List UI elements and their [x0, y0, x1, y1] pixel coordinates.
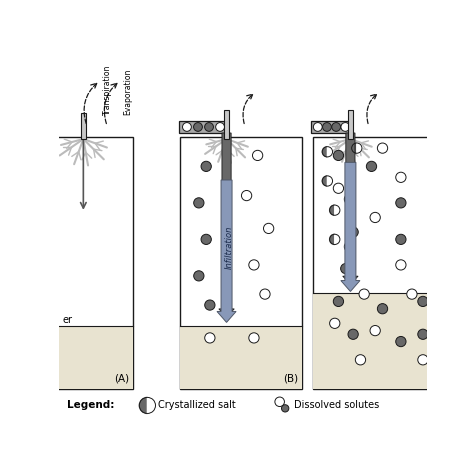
Wedge shape — [357, 143, 362, 153]
Wedge shape — [328, 146, 333, 157]
Circle shape — [282, 405, 289, 412]
Text: Transpiration: Transpiration — [103, 65, 112, 115]
Wedge shape — [328, 176, 333, 186]
Circle shape — [241, 191, 252, 201]
Circle shape — [193, 123, 202, 131]
Circle shape — [194, 198, 204, 208]
Bar — [313, 293, 452, 389]
Circle shape — [333, 296, 344, 307]
Circle shape — [249, 333, 259, 343]
Circle shape — [396, 234, 406, 245]
Circle shape — [359, 289, 369, 299]
Text: (A): (A) — [114, 374, 129, 383]
Circle shape — [332, 123, 341, 131]
Circle shape — [216, 123, 225, 131]
Circle shape — [205, 123, 213, 131]
Text: (B): (B) — [283, 374, 298, 383]
Bar — [179, 121, 228, 133]
Wedge shape — [329, 234, 335, 245]
Text: er: er — [63, 315, 73, 325]
Text: Legend:: Legend: — [66, 401, 114, 410]
Text: Evaporation: Evaporation — [123, 69, 132, 115]
Bar — [181, 326, 301, 389]
Circle shape — [253, 150, 263, 161]
Circle shape — [418, 296, 428, 307]
Circle shape — [264, 223, 274, 234]
Wedge shape — [322, 176, 328, 186]
Circle shape — [313, 123, 322, 131]
Circle shape — [377, 304, 388, 314]
Circle shape — [396, 337, 406, 346]
Circle shape — [182, 123, 191, 131]
Circle shape — [370, 212, 380, 223]
Wedge shape — [335, 205, 340, 215]
Circle shape — [341, 123, 350, 131]
Circle shape — [370, 326, 380, 336]
Bar — [30, 137, 133, 389]
Circle shape — [205, 300, 215, 310]
Circle shape — [348, 329, 358, 339]
Circle shape — [418, 355, 428, 365]
Wedge shape — [322, 146, 328, 157]
Bar — [181, 137, 301, 389]
Circle shape — [341, 264, 351, 273]
Text: Dissolved solutes: Dissolved solutes — [293, 401, 379, 410]
Bar — [81, 113, 86, 139]
Circle shape — [407, 289, 417, 299]
FancyArrow shape — [219, 133, 234, 317]
FancyArrow shape — [341, 163, 360, 292]
Circle shape — [333, 150, 344, 161]
FancyArrow shape — [217, 180, 236, 322]
Circle shape — [377, 143, 388, 153]
Circle shape — [205, 333, 215, 343]
Wedge shape — [147, 397, 155, 413]
Circle shape — [396, 172, 406, 182]
Circle shape — [275, 397, 284, 407]
Circle shape — [201, 161, 211, 172]
Wedge shape — [329, 205, 335, 215]
Circle shape — [344, 242, 355, 252]
Wedge shape — [352, 143, 357, 153]
Circle shape — [418, 329, 428, 339]
Circle shape — [344, 194, 355, 204]
Circle shape — [348, 227, 358, 237]
Circle shape — [396, 260, 406, 270]
Circle shape — [333, 183, 344, 193]
Bar — [348, 110, 353, 139]
Circle shape — [329, 318, 340, 328]
Wedge shape — [139, 397, 147, 413]
Wedge shape — [335, 234, 340, 245]
Circle shape — [249, 260, 259, 270]
Circle shape — [323, 123, 331, 131]
Bar — [313, 137, 452, 389]
Text: Infiltration: Infiltration — [225, 226, 234, 269]
Bar — [30, 326, 133, 389]
Circle shape — [356, 355, 365, 365]
Circle shape — [366, 161, 377, 172]
Circle shape — [194, 271, 204, 281]
Circle shape — [201, 234, 211, 245]
Circle shape — [396, 198, 406, 208]
FancyArrow shape — [343, 133, 358, 284]
Text: Crystallized salt: Crystallized salt — [158, 401, 236, 410]
Bar — [224, 110, 229, 139]
Bar — [311, 121, 352, 133]
Circle shape — [260, 289, 270, 299]
